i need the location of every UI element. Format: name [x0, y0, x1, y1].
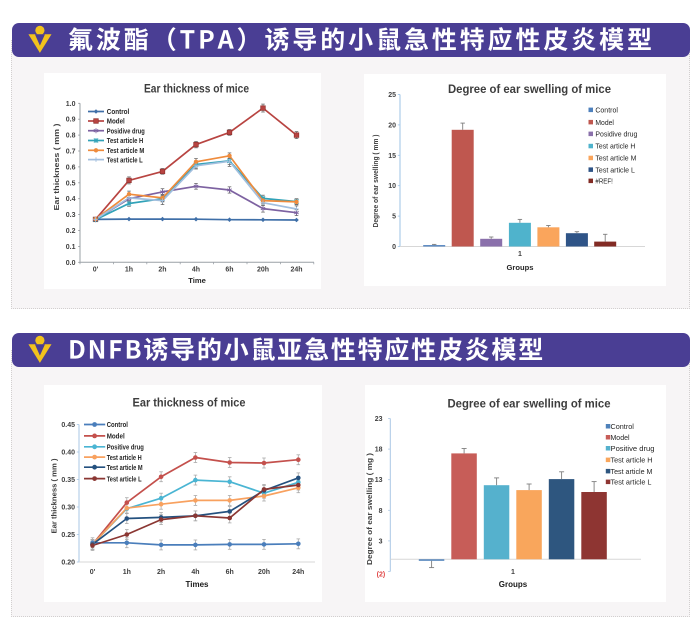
- svg-text:Test article L: Test article L: [107, 155, 143, 164]
- svg-text:24h: 24h: [292, 569, 304, 576]
- svg-text:Test article L: Test article L: [107, 474, 142, 483]
- svg-text:Test article L: Test article L: [611, 478, 652, 487]
- svg-text:Degree of ear swelling ( mg ): Degree of ear swelling ( mg ): [365, 452, 374, 565]
- svg-text:0.5: 0.5: [66, 180, 76, 187]
- svg-text:1: 1: [518, 251, 522, 258]
- svg-text:Positive drug: Positive drug: [611, 444, 655, 453]
- svg-text:Test article M: Test article M: [107, 463, 143, 472]
- svg-text:Degree of ear swelling of mice: Degree of ear swelling of mice: [448, 82, 611, 96]
- svg-text:0': 0': [90, 569, 96, 576]
- svg-text:#REF!: #REF!: [595, 177, 613, 186]
- svg-text:Posidive drug: Posidive drug: [595, 130, 637, 139]
- svg-text:0.6: 0.6: [66, 164, 76, 171]
- svg-text:4h: 4h: [192, 266, 200, 273]
- svg-text:0.35: 0.35: [61, 477, 75, 484]
- svg-text:0.4: 0.4: [66, 196, 76, 203]
- svg-text:Control: Control: [595, 106, 618, 115]
- svg-text:Ear thickness of mice: Ear thickness of mice: [133, 396, 246, 410]
- svg-text:25: 25: [388, 92, 396, 99]
- svg-text:6h: 6h: [226, 569, 234, 576]
- svg-text:Model: Model: [107, 432, 125, 441]
- svg-text:0.2: 0.2: [66, 228, 76, 235]
- svg-text:Test article M: Test article M: [611, 467, 653, 476]
- svg-text:(2): (2): [377, 571, 386, 578]
- svg-text:8: 8: [379, 508, 383, 515]
- svg-text:Control: Control: [611, 422, 635, 431]
- svg-text:15: 15: [388, 153, 396, 160]
- svg-text:0.45: 0.45: [61, 422, 75, 429]
- svg-text:5: 5: [392, 214, 396, 221]
- svg-text:Ear thickness of mice: Ear thickness of mice: [144, 81, 249, 95]
- svg-text:Model: Model: [595, 118, 614, 127]
- svg-text:6h: 6h: [225, 266, 233, 273]
- svg-text:0.8: 0.8: [66, 133, 76, 140]
- svg-text:0.20: 0.20: [61, 560, 75, 567]
- svg-text:0.40: 0.40: [61, 450, 75, 457]
- svg-text:Groups: Groups: [499, 580, 528, 589]
- svg-text:Model: Model: [107, 117, 125, 126]
- svg-text:Posidive drug: Posidive drug: [107, 126, 145, 135]
- svg-text:18: 18: [375, 447, 383, 454]
- svg-text:20h: 20h: [257, 266, 269, 273]
- svg-text:Test article H: Test article H: [611, 456, 653, 465]
- svg-text:4h: 4h: [191, 569, 199, 576]
- svg-text:1.0: 1.0: [66, 101, 76, 108]
- svg-text:Groups: Groups: [506, 263, 533, 272]
- svg-text:Test article L: Test article L: [595, 165, 635, 174]
- svg-text:10: 10: [388, 183, 396, 190]
- svg-text:0.9: 0.9: [66, 117, 76, 124]
- svg-text:Control: Control: [107, 420, 128, 429]
- svg-text:1h: 1h: [123, 569, 131, 576]
- svg-text:13: 13: [375, 477, 383, 484]
- svg-text:2h: 2h: [158, 266, 166, 273]
- svg-text:1: 1: [511, 569, 515, 576]
- svg-text:0.3: 0.3: [66, 212, 76, 219]
- svg-text:1h: 1h: [125, 266, 133, 273]
- svg-text:Time: Time: [188, 276, 206, 285]
- svg-text:20h: 20h: [258, 569, 270, 576]
- svg-text:2h: 2h: [157, 569, 165, 576]
- svg-text:0.0: 0.0: [66, 260, 76, 267]
- svg-text:Test article H: Test article H: [595, 142, 635, 151]
- svg-text:0: 0: [392, 244, 396, 251]
- svg-text:Control: Control: [107, 107, 130, 116]
- svg-text:Positive drug: Positive drug: [107, 443, 145, 452]
- svg-text:Model: Model: [611, 433, 630, 442]
- svg-text:Ear thickness ( mm ): Ear thickness ( mm ): [52, 123, 61, 211]
- svg-text:0.25: 0.25: [61, 532, 75, 539]
- svg-text:0.7: 0.7: [66, 149, 76, 156]
- svg-text:0.1: 0.1: [66, 244, 76, 251]
- svg-text:0': 0': [93, 266, 99, 273]
- svg-text:Degree of ear swelling ( mm ): Degree of ear swelling ( mm ): [371, 134, 380, 228]
- svg-text:Test article H: Test article H: [107, 453, 142, 462]
- svg-text:Degree of ear swelling of mice: Degree of ear swelling of mice: [448, 396, 611, 410]
- svg-text:Test article H: Test article H: [107, 136, 144, 145]
- svg-text:23: 23: [375, 416, 383, 423]
- svg-text:Ear thickness ( mm ): Ear thickness ( mm ): [50, 458, 59, 534]
- svg-text:Test article M: Test article M: [595, 154, 636, 163]
- svg-text:20: 20: [388, 122, 396, 129]
- svg-text:24h: 24h: [290, 266, 302, 273]
- svg-text:0.30: 0.30: [61, 505, 75, 512]
- svg-text:Times: Times: [186, 580, 210, 589]
- svg-text:3: 3: [379, 538, 383, 545]
- svg-text:Test article M: Test article M: [107, 146, 145, 155]
